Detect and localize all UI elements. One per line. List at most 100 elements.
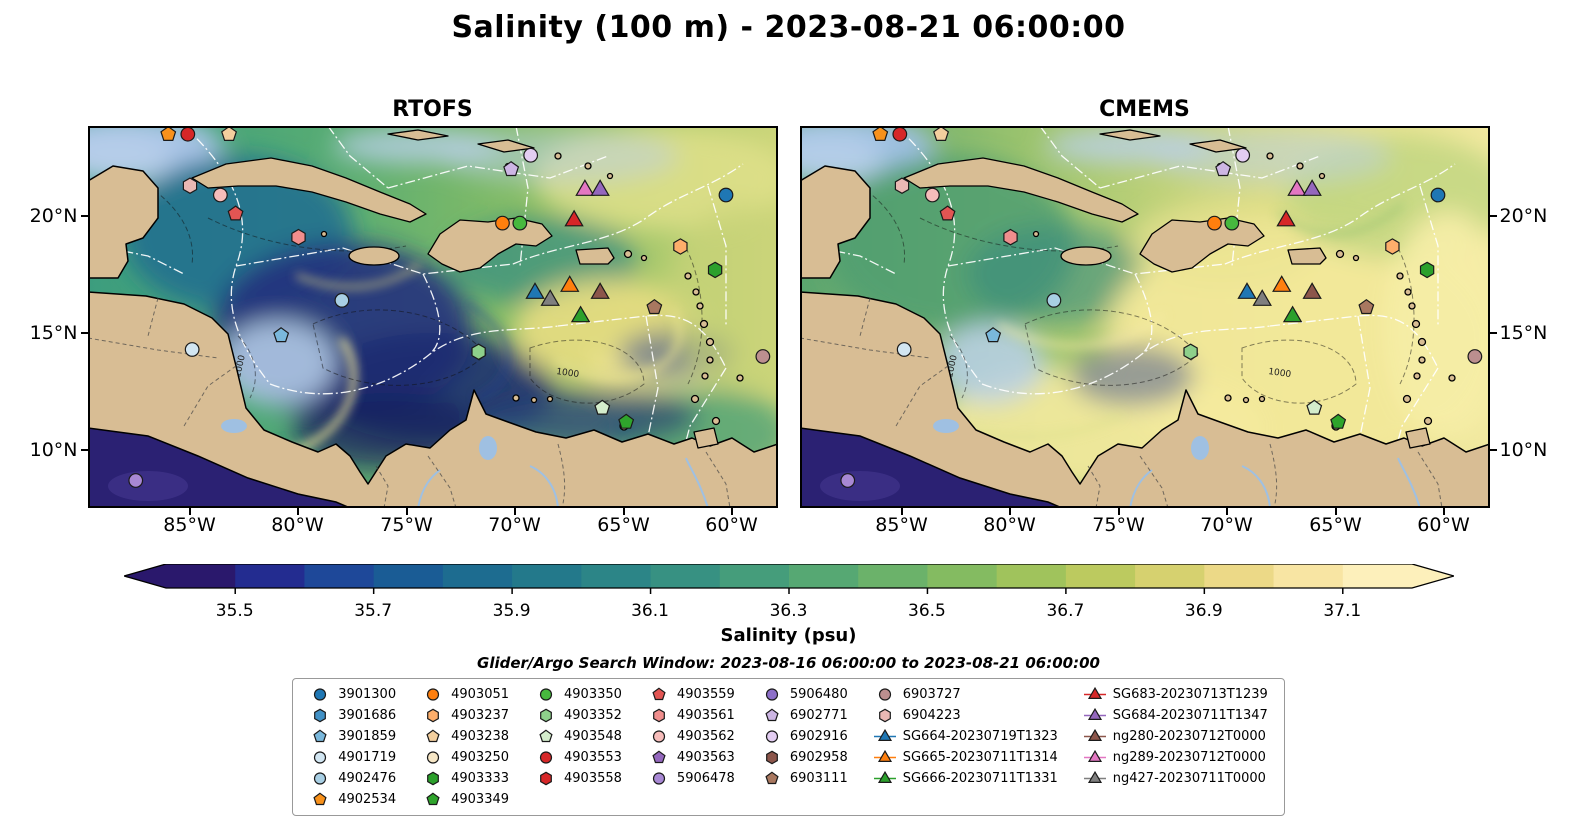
glider-position-marker: [1275, 209, 1296, 227]
legend-item: 5906480: [761, 686, 848, 703]
y-tick-mark: [1489, 332, 1497, 334]
float-position-marker: [645, 298, 662, 315]
legend-item: ng289-20230712T0000: [1083, 749, 1268, 766]
float-position-marker: [1430, 187, 1445, 203]
legend-item: 4903553: [535, 749, 622, 766]
legend-column: 5906480 6902771 6902916 6902958 6903111: [761, 686, 848, 808]
glider-position-marker: [1301, 282, 1322, 299]
contour-label: 1000: [1267, 367, 1291, 380]
float-position-marker: [1305, 399, 1322, 415]
map-canvas-rt: 1000 1000: [87, 126, 778, 508]
x-tick-label: 70°W: [1200, 514, 1253, 536]
glider-position-marker: [1286, 179, 1307, 196]
float-position-marker: [939, 205, 956, 221]
y-tick-label: 15°N: [29, 322, 78, 344]
legend-label: 4901719: [338, 750, 397, 765]
legend-item: 6902916: [761, 728, 848, 745]
x-tick-label: 65°W: [597, 514, 650, 536]
float-position-marker: [272, 327, 289, 343]
legend-label: 4903558: [564, 771, 622, 786]
legend-label: 5906478: [676, 771, 735, 786]
x-tick-mark: [513, 508, 516, 515]
x-tick-label: 80°W: [983, 514, 1036, 536]
float-position-marker: [891, 126, 907, 142]
glider-position-marker: [1282, 305, 1302, 323]
colorbar-tick-label: 35.5: [215, 601, 254, 621]
legend-label: 6904223: [902, 708, 961, 723]
x-tick-label: 70°W: [488, 514, 541, 536]
legend-label: 4903562: [676, 729, 735, 744]
map-canvas-cm: 1000 1000: [799, 126, 1490, 508]
float-marker-icon: [427, 688, 440, 701]
colorbar-tick-label: 36.9: [1184, 601, 1223, 621]
x-tick-mark: [730, 508, 733, 515]
glider-position-marker: [1301, 179, 1322, 196]
float-position-marker: [127, 473, 143, 488]
glider-position-marker: [574, 179, 595, 196]
float-position-marker: [212, 187, 228, 203]
colorbar-ticklabels: 35.5 35.7 35.9 36.1 36.3 36.5 36.7 36.9 37.1: [124, 599, 1454, 623]
x-tick-label: 85°W: [875, 514, 928, 536]
float-marker-icon: [314, 772, 327, 785]
colorbar-tick-label: 37.1: [1323, 601, 1362, 621]
legend-column: 3901300 3901686 3901859 4901719 4902476 49025…: [309, 686, 396, 808]
colorbar-tick-label: 36.7: [1046, 601, 1085, 621]
float-position-marker: [511, 215, 527, 231]
legend-label: 4903559: [676, 687, 735, 702]
legend-item: SG665-20230711T1314: [873, 749, 1058, 766]
glider-position-marker: [1271, 275, 1291, 292]
legend-column: 6903727 6904223 SG664-20230719T1323 SG665-2…: [873, 686, 1058, 808]
legend-item: 4903352: [535, 707, 622, 724]
float-marker-icon: [878, 708, 891, 723]
y-tick-label: 10°N: [1499, 439, 1548, 461]
legend-item: SG684-20230711T1347: [1083, 707, 1268, 724]
glider-marker-icon: [873, 771, 896, 783]
x-tick-mark: [1442, 508, 1445, 515]
legend-item: SG666-20230711T1331: [873, 770, 1058, 787]
legend-item: 4901719: [309, 749, 396, 766]
float-position-marker: [470, 343, 486, 361]
float-position-marker: [1466, 349, 1482, 364]
float-position-marker: [617, 413, 634, 429]
float-position-marker: [333, 292, 349, 308]
float-marker-icon: [765, 688, 778, 701]
x-tick-mark: [900, 508, 903, 515]
float-position-marker: [1182, 343, 1198, 361]
float-marker-icon: [427, 771, 440, 786]
legend-item: 3901686: [309, 707, 396, 724]
legend-label: 4903333: [451, 771, 510, 786]
legend-column: 4903051 4903237 4903238 4903250 4903333 49033…: [422, 686, 509, 808]
legend-label: 6902916: [789, 729, 848, 744]
float-marker-icon: [652, 772, 666, 785]
legend-label: 4903350: [564, 687, 622, 702]
float-marker-icon: [540, 708, 552, 723]
float-marker-icon: [426, 792, 440, 806]
float-marker-icon: [314, 708, 327, 723]
legend-label: ng427-20230711T0000: [1112, 771, 1266, 786]
legend-label: 4903352: [564, 708, 622, 723]
float-position-marker: [182, 177, 197, 194]
float-position-marker: [894, 177, 909, 194]
float-position-marker: [707, 261, 722, 279]
panel-cmems: CMEMS 1000 1000 85°W 80°W 75: [799, 97, 1547, 536]
colorbar-tick-label: 35.7: [354, 601, 393, 621]
float-marker-icon: [765, 730, 778, 743]
x-tick-label: 80°W: [271, 514, 324, 536]
float-position-marker: [871, 126, 888, 141]
legend-label: 4903051: [451, 687, 510, 702]
float-position-marker: [184, 342, 200, 357]
map-rtofs: 1000 1000 85°W 80°W 75°W 70°W 65°W 60°W 20°N 15…: [30, 126, 778, 536]
colorbar-tick-label: 35.9: [492, 601, 531, 621]
float-position-marker: [1419, 261, 1434, 279]
float-position-marker: [839, 473, 855, 488]
legend-label: SG666-20230711T1331: [902, 771, 1058, 786]
float-position-marker: [984, 327, 1001, 343]
contour-label: 1000: [555, 367, 579, 380]
glider-position-marker: [559, 275, 579, 292]
legend-label: 4903250: [451, 750, 510, 765]
float-position-marker: [1357, 298, 1374, 315]
glider-position-marker: [1251, 289, 1272, 306]
legend-item: 4903561: [648, 707, 735, 724]
colorbar-label: Salinity (psu): [720, 625, 857, 646]
